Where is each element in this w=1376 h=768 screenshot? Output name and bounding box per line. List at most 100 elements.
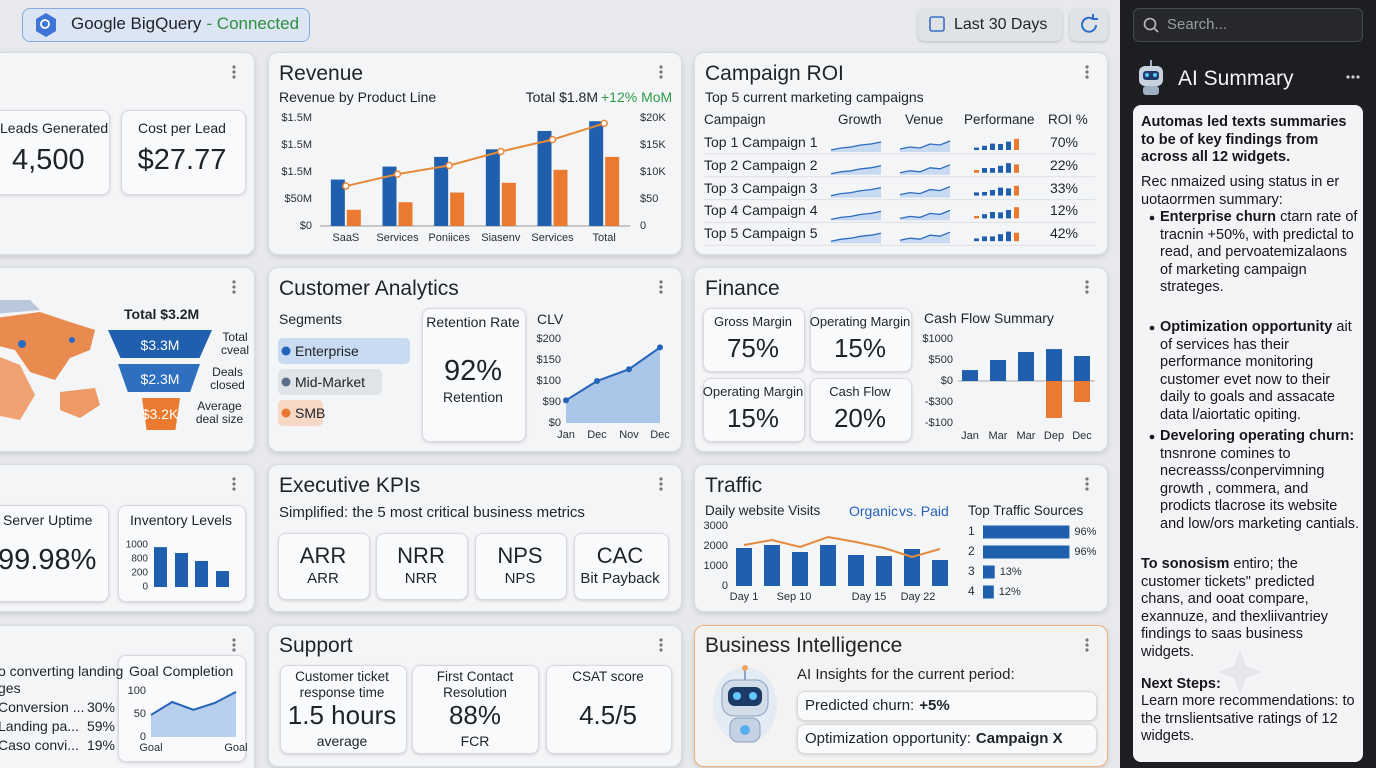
- kpi-value: ARR: [299, 543, 347, 568]
- data-label: 13%: [1000, 566, 1022, 578]
- tick-label: 1000: [126, 540, 149, 551]
- more-menu[interactable]: [659, 638, 663, 642]
- more-menu[interactable]: [232, 70, 236, 74]
- bar: [983, 525, 1070, 539]
- card-title: Business Intelligence: [705, 634, 903, 657]
- more-menu[interactable]: [659, 280, 663, 284]
- insight: Optimization opportunity: Campaign X: [805, 730, 1063, 747]
- tick-label: Services: [376, 232, 419, 244]
- label: Gross Margin: [713, 314, 793, 329]
- mini-bar: [1006, 231, 1011, 242]
- line: [150, 691, 237, 716]
- more-menu[interactable]: [659, 65, 663, 69]
- label: Top 3: [704, 179, 739, 196]
- label: Total $3.2M: [124, 306, 200, 322]
- trend-point: [342, 182, 350, 190]
- more-menu[interactable]: [1346, 75, 1350, 79]
- more-menu[interactable]: [1085, 648, 1089, 652]
- bar: [983, 585, 994, 599]
- more-menu[interactable]: [1085, 290, 1089, 294]
- area: [566, 347, 660, 423]
- more-menu[interactable]: [232, 280, 236, 284]
- mini-bar: [990, 168, 995, 173]
- label: 19%: [86, 737, 115, 753]
- more-menu[interactable]: [659, 648, 663, 652]
- more-menu[interactable]: [1085, 477, 1089, 481]
- card-title: Campaign ROI: [705, 62, 844, 85]
- label: 70%: [1049, 134, 1078, 150]
- bar: [983, 565, 995, 579]
- more-menu[interactable]: [1351, 75, 1355, 79]
- more-menu[interactable]: [232, 487, 236, 491]
- more-menu[interactable]: [659, 477, 663, 481]
- mini-bar: [990, 212, 995, 219]
- bar: [983, 545, 1070, 559]
- more-menu[interactable]: [1085, 638, 1089, 642]
- more-menu[interactable]: [659, 75, 663, 79]
- line: [565, 346, 661, 402]
- bar: [398, 202, 413, 226]
- label: 33%: [1049, 179, 1078, 196]
- more-menu[interactable]: [1085, 70, 1089, 74]
- more-menu[interactable]: [659, 290, 663, 294]
- bar: [764, 545, 780, 586]
- more-menu[interactable]: [659, 70, 663, 74]
- label: Cost per Lead: [138, 120, 226, 136]
- more-menu[interactable]: [659, 487, 663, 491]
- more-menu[interactable]: [1085, 285, 1089, 289]
- more-menu[interactable]: [659, 643, 663, 647]
- trend-point: [445, 161, 453, 170]
- tick-label: $0: [941, 375, 953, 387]
- date-button[interactable]: [918, 9, 1062, 41]
- label: $3.3M: [140, 337, 180, 353]
- trend-point: [393, 170, 402, 178]
- segment-pill[interactable]: [278, 338, 410, 364]
- more-menu[interactable]: [659, 482, 663, 486]
- more-menu[interactable]: [232, 285, 236, 289]
- more-menu[interactable]: [1085, 65, 1089, 69]
- refresh-button[interactable]: [1070, 9, 1108, 41]
- more-menu[interactable]: [232, 477, 236, 481]
- label: Retention Rate: [426, 314, 520, 330]
- search-box[interactable]: [1133, 8, 1363, 42]
- more-menu[interactable]: [659, 285, 663, 289]
- text: Learn more recommendations: to the trnsl…: [1141, 693, 1355, 745]
- more-menu[interactable]: [232, 643, 236, 647]
- more-menu[interactable]: [1356, 75, 1360, 79]
- more-menu[interactable]: [1085, 643, 1089, 647]
- search-icon: [1153, 27, 1159, 33]
- label: Operating Margin: [809, 314, 911, 329]
- label: Conversion ...: [0, 699, 85, 715]
- bar: [382, 166, 397, 226]
- tick-label: $0: [549, 417, 561, 429]
- more-menu[interactable]: [1085, 487, 1089, 491]
- connection-pill[interactable]: [22, 8, 310, 42]
- more-menu[interactable]: [232, 75, 236, 79]
- more-menu[interactable]: [1085, 482, 1089, 486]
- tick-label: 0: [142, 582, 148, 593]
- column-header: Campaign: [704, 112, 766, 127]
- tick-label: $20K: [640, 112, 666, 124]
- card-title: Finance: [705, 277, 780, 300]
- data-label: 96%: [1074, 546, 1096, 558]
- more-menu[interactable]: [1085, 75, 1089, 79]
- bar: [932, 560, 948, 586]
- point: [657, 344, 663, 351]
- tile: [422, 308, 526, 442]
- robot-icon: [1139, 60, 1163, 95]
- more-menu[interactable]: [232, 290, 236, 294]
- label: Top 4: [704, 202, 739, 219]
- sparkline: [899, 185, 951, 196]
- more-menu[interactable]: [232, 65, 236, 69]
- refresh-icon: [1081, 14, 1098, 33]
- label: Cash Flow Summary: [924, 310, 1054, 326]
- more-menu[interactable]: [232, 638, 236, 642]
- segment-pill[interactable]: [278, 369, 382, 395]
- bar: [553, 169, 568, 226]
- more-menu[interactable]: [232, 648, 236, 652]
- tile: [810, 378, 912, 442]
- tick-label: Goal: [224, 742, 247, 754]
- bar: [450, 192, 465, 226]
- more-menu[interactable]: [1085, 280, 1089, 284]
- more-menu[interactable]: [232, 482, 236, 486]
